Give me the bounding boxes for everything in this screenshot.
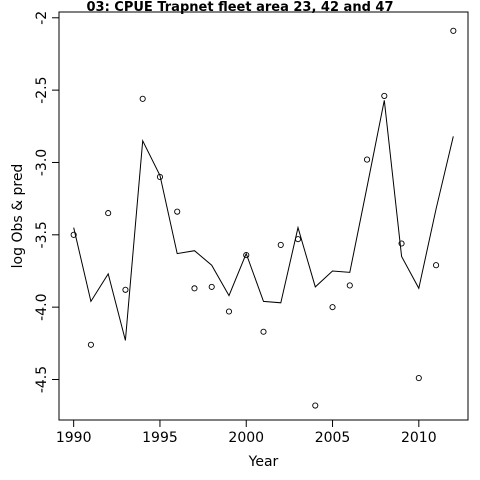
observed-point: [191, 285, 198, 292]
y-tick-label: -3.5: [34, 221, 50, 248]
y-tick-label: -4.0: [34, 293, 50, 320]
observed-point: [277, 241, 284, 248]
plot-area-frame: [58, 11, 469, 421]
observed-point: [450, 27, 457, 34]
y-tick-label: -2.5: [34, 76, 50, 103]
observed-point: [398, 240, 405, 247]
y-axis-label: log Obs & pred: [10, 164, 26, 269]
observed-point: [105, 210, 112, 217]
observed-point: [122, 286, 129, 293]
observed-point: [363, 156, 371, 163]
y-axis: -4.5 -4.0 -3.5 -3.0 -2.5 -2: [34, 11, 59, 393]
observed-point: [225, 308, 233, 315]
predicted-series: [73, 100, 454, 341]
observed-point: [87, 341, 94, 348]
x-tick-label: 2010: [401, 430, 437, 446]
observed-series: [70, 27, 457, 409]
observed-point: [433, 262, 440, 269]
observed-point: [70, 231, 77, 238]
x-axis-label: Year: [248, 454, 279, 470]
y-tick-label: -3.0: [34, 149, 50, 176]
y-tick-label: -2: [34, 11, 50, 25]
x-tick-label: 2000: [228, 430, 264, 446]
observed-point: [346, 282, 353, 289]
observed-point: [260, 328, 267, 335]
predicted-line: [73, 100, 454, 341]
observed-point: [329, 304, 336, 311]
observed-point: [415, 374, 422, 382]
x-axis: 1990 1995 2000 2005 2010: [56, 420, 437, 446]
observed-point: [208, 283, 215, 290]
observed-point: [139, 95, 146, 102]
x-tick-label: 1995: [142, 430, 178, 446]
observed-point: [381, 92, 388, 99]
observed-point: [156, 173, 164, 180]
x-tick-label: 1990: [56, 430, 92, 446]
chart-title: 03: CPUE Trapnet fleet area 23, 42 and 4…: [86, 0, 393, 15]
observed-point: [312, 402, 319, 409]
observed-point: [243, 252, 250, 259]
observed-point: [174, 208, 181, 215]
observed-point: [294, 236, 302, 243]
y-tick-label: -4.5: [34, 366, 50, 393]
x-tick-label: 2005: [315, 430, 351, 446]
